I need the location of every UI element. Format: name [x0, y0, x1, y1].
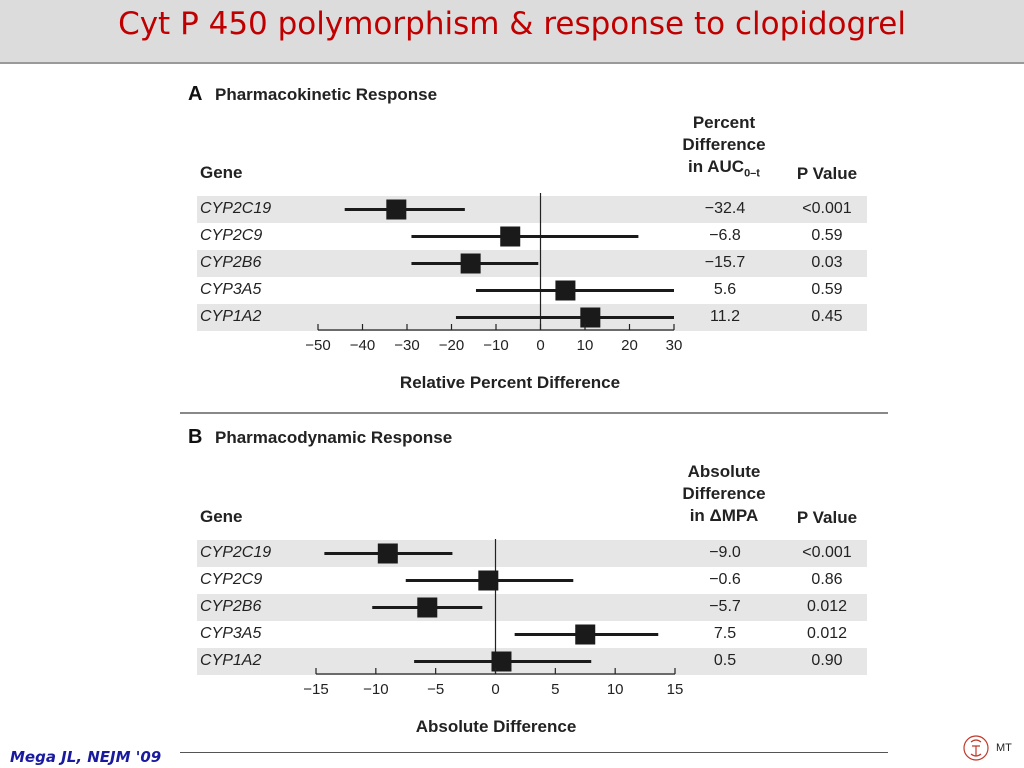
- panel-b-gene-label: CYP1A2: [200, 652, 262, 669]
- panel-b-point-marker: [491, 651, 512, 672]
- panel-b-value-header-line1: Absolute: [687, 462, 761, 481]
- panel-b-value-header: Absolute Difference in ΔMPA: [668, 461, 780, 527]
- panel-b-value-label: −0.6: [709, 571, 741, 588]
- panel-a-x-tick-label: 0: [536, 337, 544, 354]
- panel-a-point-marker: [580, 307, 601, 328]
- panel-b-gene-header: Gene: [200, 507, 243, 526]
- panel-b-x-tick-label: −10: [363, 681, 388, 698]
- panel-a-value-header-line3-main: in AUC: [688, 157, 745, 176]
- panel-a-p-value-label: 0.03: [811, 254, 843, 271]
- panel-b-point-marker: [377, 543, 398, 564]
- panel-b-row-band: [197, 540, 867, 567]
- panel-a-value-header-line3: in AUC0–t: [668, 156, 780, 184]
- panel-a-row-band: [197, 196, 867, 223]
- logo-text: MT: [996, 742, 1012, 754]
- panel-b-value-label: 0.5: [713, 652, 737, 669]
- panel-divider: [180, 412, 888, 414]
- panel-a-value-header-line2: Difference: [682, 135, 766, 154]
- panel-a-gene-label: CYP3A5: [200, 281, 262, 298]
- panel-b-x-tick-label: 10: [607, 681, 624, 698]
- panel-b-x-axis-title: Absolute Difference: [415, 717, 577, 736]
- slide-title: Cyt P 450 polymorphism & response to clo…: [118, 6, 906, 42]
- panel-a-value-label: −6.8: [709, 227, 741, 244]
- panel-b-p-header: P Value: [796, 508, 858, 527]
- panel-b-p-value-label: 0.012: [806, 598, 848, 615]
- panel-b-x-tick-label: 0: [491, 681, 499, 698]
- panel-a-gene-label: CYP1A2: [200, 308, 262, 325]
- panel-b-row-band: [197, 594, 867, 621]
- panel-a-value-label: −32.4: [704, 200, 746, 217]
- panel-a-point-marker: [555, 280, 576, 301]
- panel-a-title: Pharmacokinetic Response: [215, 85, 438, 104]
- panel-a-gene-label: CYP2C9: [200, 227, 263, 244]
- panel-b-p-value-label: 0.012: [806, 625, 848, 642]
- panel-b-point-marker: [575, 624, 596, 645]
- panel-a-value-header-sub: 0–t: [744, 167, 760, 180]
- panel-a-x-tick-label: 20: [621, 337, 638, 354]
- panel-b-value-label: −5.7: [709, 598, 741, 615]
- panel-b-x-tick-label: −5: [427, 681, 444, 698]
- panel-a-gene-header: Gene: [200, 163, 243, 182]
- panel-a-point-marker: [460, 253, 481, 274]
- panel-b-gene-label: CYP2C9: [200, 571, 263, 588]
- panel-a-x-tick-label: 10: [577, 337, 594, 354]
- author-logo-icon: [963, 735, 989, 761]
- panel-a-x-tick-label: −40: [350, 337, 375, 354]
- panel-a-p-value-label: 0.45: [811, 308, 843, 325]
- panel-a-x-tick-label: −10: [483, 337, 508, 354]
- citation: Mega JL, NEJM '09: [10, 748, 162, 766]
- panel-b-value-header-line3: in ΔMPA: [689, 506, 759, 525]
- panel-a-x-tick-label: −20: [439, 337, 464, 354]
- panel-a-gene-label: CYP2C19: [200, 200, 272, 217]
- panel-a-p-value-label: 0.59: [811, 281, 843, 298]
- panel-b-letter: B: [188, 426, 203, 448]
- panel-a-x-tick-label: −50: [305, 337, 330, 354]
- panel-b-x-tick-label: −15: [303, 681, 328, 698]
- panel-a-p-value-label: 0.59: [811, 227, 843, 244]
- panel-a-p-header: P Value: [796, 164, 858, 183]
- panel-a-value-header-line1: Percent: [692, 113, 756, 132]
- panel-b-p-value-label: 0.90: [811, 652, 843, 669]
- panel-a-value-label: 11.2: [710, 308, 740, 325]
- panel-b-gene-label: CYP2C19: [200, 544, 272, 561]
- panel-a-x-tick-label: −30: [394, 337, 419, 354]
- panel-b-value-header-line2: Difference: [682, 484, 766, 503]
- panel-a-x-axis-title: Relative Percent Difference: [399, 373, 621, 392]
- panel-b-p-value-label: <0.001: [802, 544, 852, 561]
- panel-a-value-header: Percent Difference in AUC0–t: [668, 112, 780, 184]
- panel-b-x-tick-label: 5: [551, 681, 559, 698]
- panel-a-x-tick-label: 30: [666, 337, 683, 354]
- panel-a-point-marker: [386, 199, 407, 220]
- panel-a-gene-label: CYP2B6: [200, 254, 262, 271]
- panel-a-value-label: 5.6: [713, 281, 737, 298]
- panel-b-gene-label: CYP3A5: [200, 625, 262, 642]
- panel-b-value-label: 7.5: [713, 625, 737, 642]
- panel-b-value-label: −9.0: [709, 544, 741, 561]
- panel-a-letter: A: [188, 83, 203, 105]
- panel-b-point-marker: [417, 597, 438, 618]
- panel-b-x-tick-label: 15: [667, 681, 684, 698]
- panel-a-value-label: −15.7: [704, 254, 746, 271]
- panel-b-point-marker: [478, 570, 499, 591]
- panel-b-p-value-label: 0.86: [811, 571, 843, 588]
- footer-rule: [180, 752, 888, 753]
- panel-a-point-marker: [500, 226, 521, 247]
- panel-b-title: Pharmacodynamic Response: [215, 428, 453, 447]
- panel-b-gene-label: CYP2B6: [200, 598, 262, 615]
- title-bar: [0, 0, 1024, 64]
- panel-a-p-value-label: <0.001: [802, 200, 852, 217]
